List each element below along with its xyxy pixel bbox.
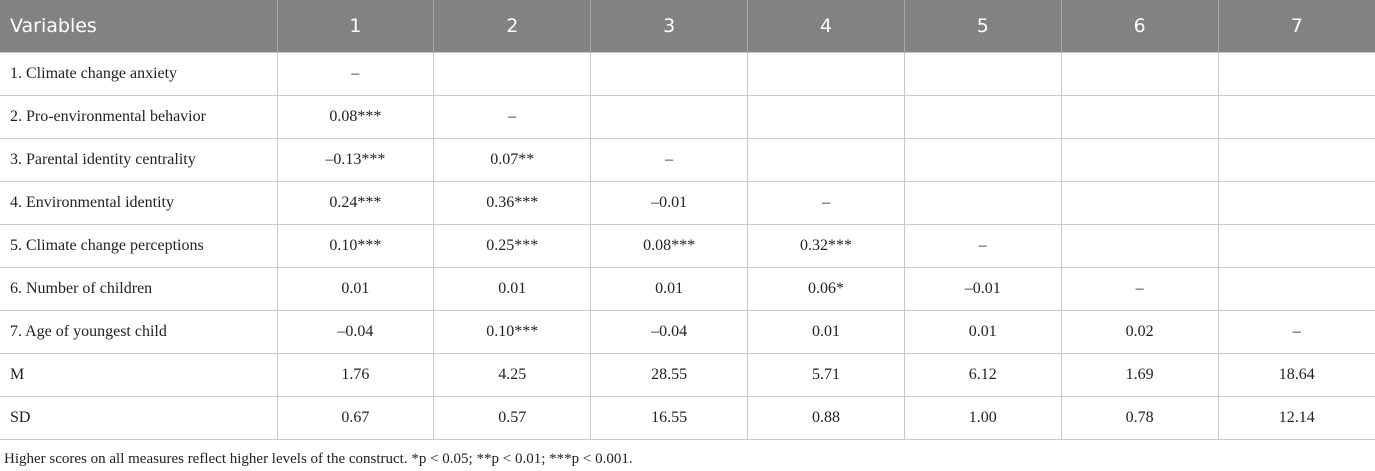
cell: 0.25***	[433, 224, 592, 268]
cell: 0.10***	[276, 224, 435, 268]
row-label: 1. Climate change anxiety	[0, 52, 278, 96]
cell: 0.01	[903, 310, 1062, 354]
row-label: 4. Environmental identity	[0, 181, 278, 225]
cell	[1217, 52, 1375, 96]
row-label: SD	[0, 396, 278, 440]
table-row: 4. Environmental identity 0.24*** 0.36*** –…	[0, 181, 1375, 225]
row-label: 2. Pro-environmental behavior	[0, 95, 278, 139]
cell: 0.67	[276, 396, 435, 440]
footnote: Higher scores on all measures reflect hi…	[4, 451, 633, 467]
header-cell: Variables	[0, 0, 277, 53]
cell: 0.08***	[276, 95, 435, 139]
cell	[903, 95, 1062, 139]
table-body: 1. Climate change anxiety –2. Pro-environ…	[0, 52, 1375, 440]
cell: 0.57	[433, 396, 592, 440]
cell	[1217, 224, 1375, 268]
cell: –0.04	[590, 310, 749, 354]
table-row: 7. Age of youngest child –0.04 0.10*** –0.0…	[0, 310, 1375, 354]
cell	[1217, 95, 1375, 139]
cell: –	[276, 52, 435, 96]
cell: 0.01	[747, 310, 905, 354]
cell	[1060, 224, 1219, 268]
cell	[1060, 95, 1219, 139]
cell: 0.10***	[433, 310, 592, 354]
cell	[1060, 52, 1219, 96]
header-cell: 5	[903, 0, 1062, 53]
cell	[1217, 267, 1375, 311]
cell: 0.24***	[276, 181, 435, 225]
cell: 0.02	[1060, 310, 1219, 354]
cell: 0.01	[590, 267, 749, 311]
cell: –0.04	[276, 310, 435, 354]
cell: –0.01	[590, 181, 749, 225]
header-cell: 1	[276, 0, 434, 53]
header-cell: 4	[747, 0, 905, 53]
cell: –	[1060, 267, 1219, 311]
row-label: 5. Climate change perceptions	[0, 224, 278, 268]
row-label: 3. Parental identity centrality	[0, 138, 278, 182]
table-row: M 1.76 4.25 28.55 5.71 6.12 1.69 18.64	[0, 353, 1375, 397]
row-label: M	[0, 353, 278, 397]
cell: 0.01	[433, 267, 592, 311]
cell	[1060, 138, 1219, 182]
cell	[747, 95, 905, 139]
table-row: 1. Climate change anxiety –	[0, 52, 1375, 96]
cell: 0.78	[1060, 396, 1219, 440]
cell	[747, 138, 905, 182]
cell: 0.32***	[747, 224, 905, 268]
header-cell: 2	[433, 0, 591, 53]
cell	[903, 52, 1062, 96]
cell: 16.55	[590, 396, 749, 440]
cell: 6.12	[903, 353, 1062, 397]
cell: 1.00	[903, 396, 1062, 440]
cell: 0.01	[276, 267, 435, 311]
row-label: 7. Age of youngest child	[0, 310, 278, 354]
cell: –	[433, 95, 592, 139]
cell: 5.71	[747, 353, 905, 397]
cell: –	[747, 181, 905, 225]
cell: 1.69	[1060, 353, 1219, 397]
cell	[590, 95, 749, 139]
cell: –	[1217, 310, 1375, 354]
cell: 12.14	[1217, 396, 1375, 440]
cell	[590, 52, 749, 96]
table-row: SD 0.67 0.57 16.55 0.88 1.00 0.78 12.14	[0, 396, 1375, 440]
cell: –	[590, 138, 749, 182]
cell: –0.13***	[276, 138, 435, 182]
cell	[1060, 181, 1219, 225]
cell	[1217, 181, 1375, 225]
cell	[903, 138, 1062, 182]
table-row: 6. Number of children 0.01 0.01 0.01 0.06* –0…	[0, 267, 1375, 311]
table-row: 3. Parental identity centrality –0.13*** 0…	[0, 138, 1375, 182]
cell: –0.01	[903, 267, 1062, 311]
cell: 0.08***	[590, 224, 749, 268]
table-row: 5. Climate change perceptions 0.10*** 0.25…	[0, 224, 1375, 268]
row-label: 6. Number of children	[0, 267, 278, 311]
cell	[903, 181, 1062, 225]
cell: 28.55	[590, 353, 749, 397]
cell: 1.76	[276, 353, 435, 397]
cell: 0.36***	[433, 181, 592, 225]
header-cell: 6	[1060, 0, 1219, 53]
header-cell: 7	[1217, 0, 1375, 53]
cell: –	[903, 224, 1062, 268]
cell: 0.88	[747, 396, 905, 440]
cell: 18.64	[1217, 353, 1375, 397]
cell: 0.06*	[747, 267, 905, 311]
header-row: Variables 1 2 3 4 5 6 7	[0, 0, 1375, 53]
table-row: 2. Pro-environmental behavior 0.08*** –	[0, 95, 1375, 139]
header-cell: 3	[590, 0, 748, 53]
cell	[1217, 138, 1375, 182]
cell	[433, 52, 592, 96]
correlation-table: Variables 1 2 3 4 5 6 7 1. Climate change anxie…	[0, 0, 1375, 440]
cell: 4.25	[433, 353, 592, 397]
cell	[747, 52, 905, 96]
cell: 0.07**	[433, 138, 592, 182]
